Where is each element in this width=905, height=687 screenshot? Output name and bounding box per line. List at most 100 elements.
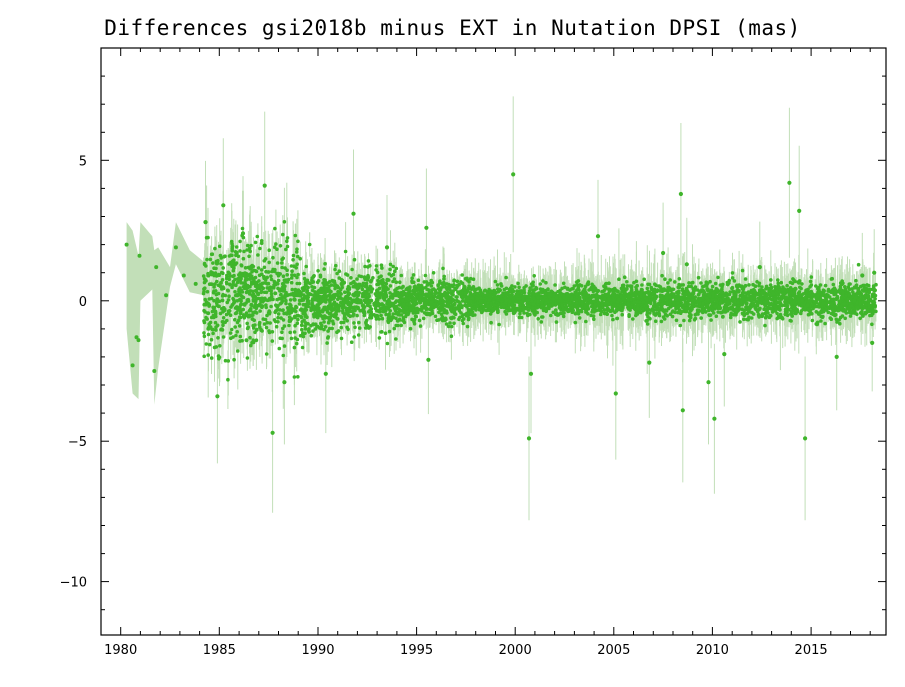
- data-point: [234, 245, 239, 249]
- data-point: [386, 313, 391, 318]
- data-point: [285, 239, 289, 243]
- data-point: [409, 307, 414, 312]
- data-point: [242, 313, 246, 318]
- data-point: [345, 273, 350, 277]
- data-point: [293, 315, 297, 320]
- data-point: [134, 335, 139, 340]
- data-point: [388, 284, 393, 288]
- data-point: [213, 246, 217, 251]
- data-point: [468, 276, 473, 281]
- data-point: [377, 336, 382, 340]
- data-point: [272, 279, 277, 284]
- data-point: [427, 307, 432, 312]
- data-point: [244, 275, 248, 280]
- data-point: [456, 290, 460, 294]
- data-point: [216, 291, 221, 296]
- data-point: [254, 306, 259, 311]
- data-point: [355, 313, 359, 318]
- data-point: [442, 303, 446, 308]
- data-point: [220, 278, 225, 282]
- data-point: [292, 307, 297, 312]
- data-point: [319, 290, 323, 295]
- data-point: [292, 293, 297, 298]
- data-point: [216, 336, 220, 340]
- data-point: [322, 320, 326, 324]
- data-point: [230, 249, 234, 253]
- data-point: [270, 330, 275, 334]
- data-point: [215, 297, 219, 301]
- data-point: [429, 278, 434, 283]
- data-point: [416, 278, 421, 283]
- data-point: [265, 313, 269, 318]
- data-point: [295, 254, 300, 259]
- data-point: [323, 299, 328, 304]
- data-point: [374, 264, 379, 268]
- data-point: [304, 313, 308, 318]
- data-point: [377, 302, 381, 306]
- data-point: [383, 309, 388, 313]
- data-point: [432, 302, 437, 307]
- data-point: [343, 290, 347, 295]
- data-point: [221, 285, 225, 289]
- data-point: [281, 308, 285, 312]
- data-point: [407, 286, 412, 291]
- data-point: [219, 270, 224, 275]
- data-point: [369, 310, 374, 315]
- data-point: [261, 317, 266, 321]
- chart-title: Differences gsi2018b minus EXT in Nutati…: [0, 16, 905, 40]
- data-point: [202, 354, 206, 359]
- data-point: [295, 262, 299, 267]
- data-point: [203, 297, 207, 302]
- data-point: [388, 309, 393, 313]
- data-point: [124, 242, 129, 247]
- data-point: [226, 288, 230, 293]
- data-point: [193, 281, 198, 286]
- data-point: [397, 285, 401, 290]
- data-point: [343, 249, 348, 254]
- data-point: [349, 300, 354, 305]
- data-point: [387, 329, 392, 334]
- data-point: [393, 269, 397, 274]
- data-point: [423, 273, 428, 278]
- data-point: [412, 288, 416, 292]
- data-point: [311, 322, 316, 327]
- data-point: [302, 276, 307, 281]
- data-point: [421, 298, 425, 303]
- data-point: [232, 300, 237, 304]
- data-point: [209, 315, 214, 320]
- data-point: [316, 324, 320, 329]
- data-point: [277, 346, 282, 351]
- data-point: [240, 226, 245, 231]
- data-point: [276, 315, 280, 320]
- data-point: [288, 298, 293, 302]
- data-point: [221, 316, 226, 320]
- data-point: [279, 293, 283, 297]
- data-point: [471, 285, 476, 289]
- data-point: [413, 292, 418, 297]
- data-point: [249, 343, 253, 348]
- data-point: [245, 243, 250, 248]
- data-point: [239, 281, 243, 285]
- data-point: [334, 263, 338, 268]
- data-point: [296, 272, 300, 277]
- data-point: [452, 308, 457, 313]
- data-point: [331, 297, 336, 301]
- data-point: [425, 283, 430, 287]
- data-point: [275, 261, 280, 265]
- data-point: [368, 325, 372, 329]
- data-point: [218, 344, 222, 348]
- data-point: [425, 287, 429, 292]
- data-point: [276, 312, 281, 316]
- data-point: [324, 287, 328, 291]
- data-point: [276, 278, 281, 283]
- data-point: [421, 293, 426, 297]
- data-point: [399, 295, 403, 299]
- data-point: [245, 321, 249, 326]
- data-point: [152, 369, 157, 373]
- data-point: [302, 271, 306, 276]
- data-point: [339, 336, 344, 341]
- data-point: [355, 277, 359, 281]
- data-point: [278, 336, 283, 341]
- data-point: [375, 298, 380, 303]
- data-point: [276, 320, 280, 324]
